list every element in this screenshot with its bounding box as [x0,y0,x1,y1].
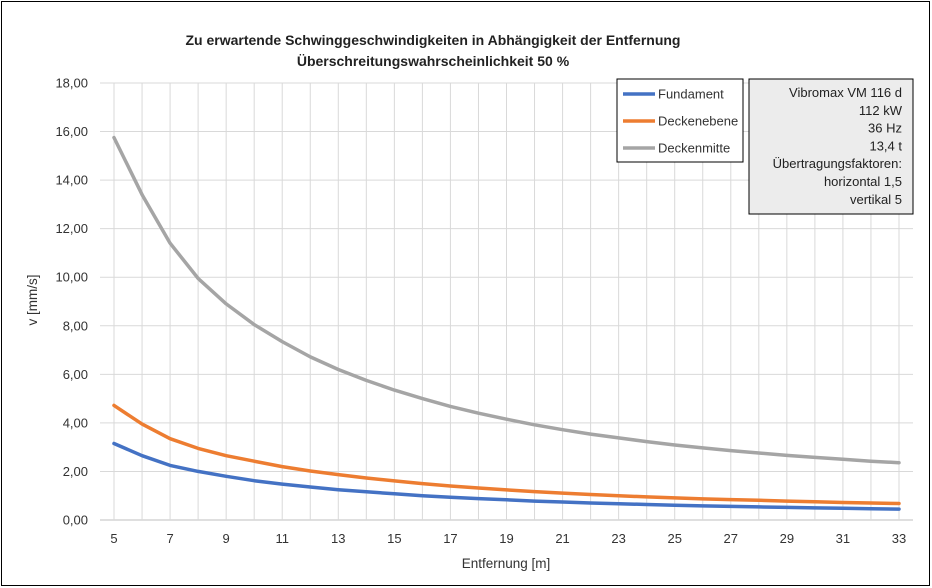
x-tick-label: 17 [443,531,457,546]
y-tick-label: 4,00 [63,415,88,430]
y-tick-label: 2,00 [63,464,88,479]
y-axis-label: v [mm/s] [25,275,40,326]
y-tick-label: 18,00 [55,76,88,91]
x-tick-label: 13 [331,531,345,546]
y-tick-label: 16,00 [55,124,88,139]
info-box-line: 112 kW [859,103,903,118]
y-tick-label: 10,00 [55,270,88,285]
x-tick-label: 33 [892,531,906,546]
x-tick-label: 21 [555,531,569,546]
info-box-line: 13,4 t [869,138,902,153]
y-tick-label: 14,00 [55,173,88,188]
x-tick-label: 23 [611,531,625,546]
y-tick-label: 6,00 [63,367,88,382]
x-tick-label: 15 [387,531,401,546]
info-box-line: vertikal 5 [850,192,902,207]
y-tick-labels: 0,00 2,00 4,00 6,00 8,00 10,00 12,00 14,00 16,00… [55,76,88,528]
x-tick-label: 31 [836,531,850,546]
y-tick-label: 0,00 [63,513,88,528]
info-box-line: Vibromax VM 116 d [789,85,902,100]
y-tick-label: 8,00 [63,318,88,333]
x-axis-label: Entfernung [m] [462,556,551,571]
x-tick-label: 9 [223,531,230,546]
info-box-line: Übertragungsfaktoren: [773,156,902,171]
grid-layer [100,82,913,521]
x-tick-label: 5 [110,531,117,546]
info-box-line: 36 Hz [868,121,902,136]
series-layer [112,135,901,511]
legend-label-deckenmitte: Deckenmitte [658,141,730,156]
series-line-deckenmitte [112,135,901,465]
series-line-fundament [112,441,901,511]
info-box-line: horizontal 1,5 [824,174,902,189]
legend: Fundament Deckenebene Deckenmitte [616,78,744,163]
info-box-frame [748,78,914,215]
x-tick-label: 27 [724,531,738,546]
x-tick-label: 7 [166,531,173,546]
legend-label-fundament: Fundament [658,87,724,102]
y-tick-label: 12,00 [55,221,88,236]
x-tick-label: 19 [499,531,513,546]
series-line-deckenebene [112,403,901,506]
x-tick-labels: 5 7 9 11 13 15 17 19 21 23 25 27 29 31 33 [110,531,906,546]
chart-subtitle: Überschreitungswahrscheinlichkeit 50 % [297,53,570,69]
legend-label-deckenebene: Deckenebene [658,114,738,129]
chart-title: Zu erwartende Schwinggeschwindigkeiten i… [186,32,681,48]
info-box: Vibromax VM 116 d 112 kW 36 Hz 13,4 t Übertr… [748,78,914,215]
x-tick-label: 11 [275,531,289,546]
x-tick-label: 25 [667,531,681,546]
x-tick-label: 29 [780,531,794,546]
